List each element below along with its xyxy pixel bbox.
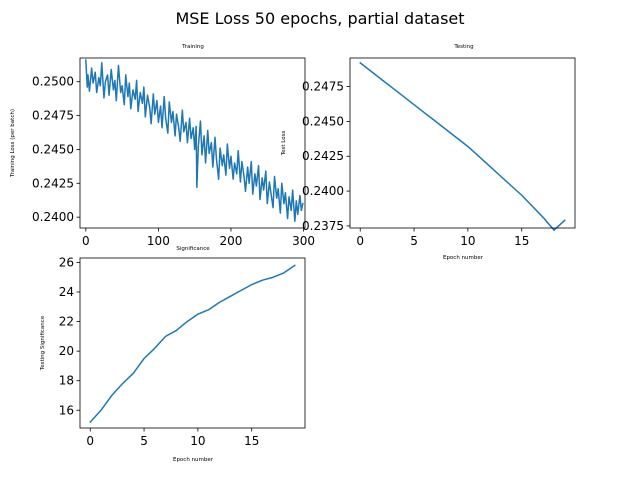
subplot-significance-frame bbox=[79, 257, 306, 429]
y-tick-label: 0.2425 bbox=[302, 149, 344, 163]
y-tick-label: 0.2450 bbox=[32, 142, 74, 156]
y-tick-label: 18 bbox=[59, 374, 74, 388]
x-tick-label: 5 bbox=[140, 434, 148, 448]
subplot-testing-plot: 0 5 10 15 0.2375 0.2400 0.2425 0.2450 0.2475 bbox=[302, 61, 566, 248]
subplot-testing-frame bbox=[349, 57, 576, 229]
y-tick-label: 0.2450 bbox=[302, 114, 344, 128]
subplot-testing: Testing 0 5 10 15 0.2375 0.2400 0.2425 0.2450 0.… bbox=[281, 44, 576, 261]
x-tick-label: 100 bbox=[147, 234, 170, 248]
figure-suptitle: MSE Loss 50 epochs, partial dataset bbox=[175, 9, 464, 28]
subplot-testing-ylabel: Test Loss bbox=[281, 131, 287, 157]
y-tick-label: 24 bbox=[59, 285, 74, 299]
y-tick-label: 22 bbox=[59, 315, 74, 329]
x-tick-label: 0 bbox=[86, 434, 94, 448]
y-tick-label: 0.2475 bbox=[32, 109, 74, 123]
y-tick-label: 16 bbox=[59, 403, 74, 417]
subplot-significance-plot: 0 5 10 15 16 18 20 22 24 26 bbox=[59, 255, 296, 448]
y-tick-label: 0.2475 bbox=[302, 80, 344, 94]
y-tick-label: 0.2400 bbox=[32, 210, 74, 224]
series-line-training bbox=[85, 59, 304, 222]
y-tick-label: 0.2400 bbox=[302, 184, 344, 198]
subplot-testing-xlabel: Epoch number bbox=[443, 255, 484, 261]
series-line-testing bbox=[359, 61, 566, 231]
y-tick-label: 0.2425 bbox=[32, 176, 74, 190]
subplot-significance-ylabel: Testing Significance bbox=[40, 315, 46, 371]
y-tick-label: 20 bbox=[59, 344, 74, 358]
subplot-training-title: Training bbox=[181, 44, 204, 50]
x-tick-label: 5 bbox=[410, 234, 418, 248]
subplot-significance-xlabel: Epoch number bbox=[173, 457, 214, 463]
subplot-testing-title: Testing bbox=[453, 44, 473, 50]
subplot-training-plot: 0 100 200 300 0.2400 0.2425 0.2450 0.2475 0.2500 bbox=[32, 59, 315, 248]
x-tick-label: 15 bbox=[244, 434, 259, 448]
x-tick-label: 10 bbox=[460, 234, 475, 248]
y-tick-label: 26 bbox=[59, 255, 74, 269]
x-tick-label: 200 bbox=[220, 234, 243, 248]
y-tick-label: 0.2375 bbox=[302, 219, 344, 233]
subplot-significance: 0 5 10 15 16 18 20 22 24 26 Epoch number Testing … bbox=[40, 255, 306, 463]
x-tick-label: 300 bbox=[292, 234, 315, 248]
x-tick-label: 10 bbox=[190, 434, 205, 448]
series-line-significance bbox=[89, 264, 296, 424]
subplot-training-ylabel: Training Loss (per batch) bbox=[10, 109, 16, 178]
subplot-training-xlabel: Significance bbox=[176, 246, 210, 252]
x-tick-label: 0 bbox=[356, 234, 364, 248]
x-tick-label: 0 bbox=[82, 234, 90, 248]
y-tick-label: 0.2500 bbox=[32, 75, 74, 89]
subplot-training: Training 0 100 200 300 0.2400 0.2425 0.2450 0.2… bbox=[10, 44, 315, 252]
subplot-training-frame bbox=[79, 57, 306, 229]
x-tick-label: 15 bbox=[514, 234, 529, 248]
